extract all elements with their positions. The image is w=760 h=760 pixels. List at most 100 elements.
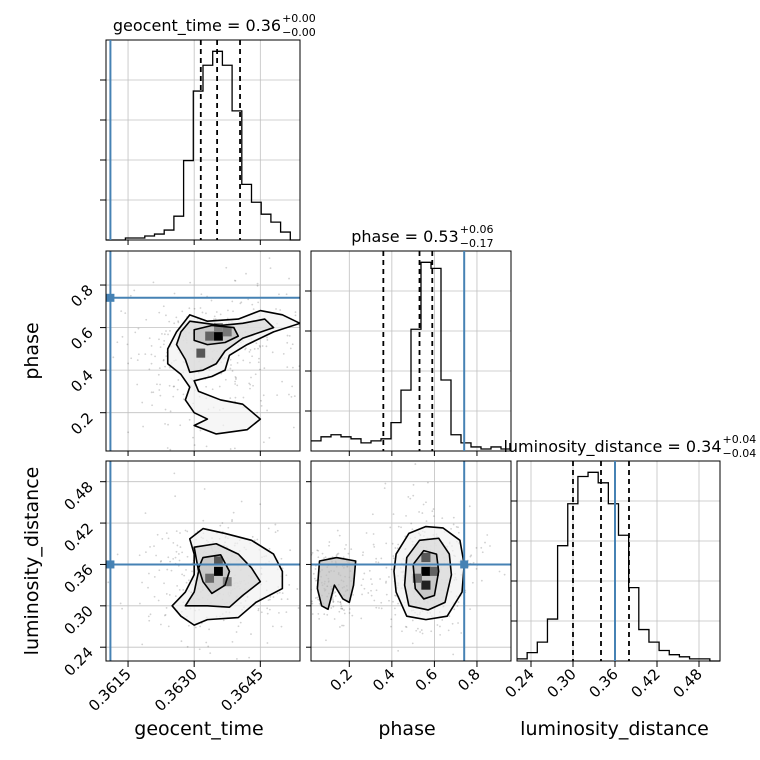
sample-point bbox=[318, 602, 321, 605]
sample-point bbox=[421, 512, 424, 514]
sample-point bbox=[447, 629, 450, 632]
sample-point bbox=[269, 598, 271, 601]
sample-point bbox=[198, 648, 201, 651]
sample-point bbox=[179, 546, 182, 548]
sample-point bbox=[259, 368, 261, 371]
sample-point bbox=[375, 589, 378, 592]
sample-point bbox=[317, 612, 320, 615]
sample-point bbox=[163, 614, 166, 617]
sample-point bbox=[469, 555, 472, 558]
sample-point bbox=[348, 608, 351, 610]
sample-point bbox=[419, 631, 421, 633]
sample-point bbox=[390, 618, 393, 621]
sample-point bbox=[316, 549, 319, 552]
density-cell bbox=[429, 566, 439, 576]
sample-point bbox=[274, 531, 277, 534]
sample-point bbox=[328, 544, 330, 547]
sample-point bbox=[266, 409, 269, 412]
sample-point bbox=[360, 617, 363, 620]
sample-point bbox=[141, 581, 143, 584]
sample-point bbox=[286, 598, 289, 601]
sample-point bbox=[185, 568, 187, 571]
sample-point bbox=[319, 416, 321, 418]
density-cell bbox=[214, 566, 223, 576]
sample-point bbox=[240, 500, 243, 503]
sample-point bbox=[129, 294, 132, 297]
sample-point bbox=[308, 614, 310, 616]
x-axis-label-luminosity_distance: luminosity_distance bbox=[520, 718, 709, 740]
sample-point bbox=[186, 530, 189, 533]
sample-point bbox=[481, 551, 484, 554]
sample-point bbox=[179, 532, 181, 534]
sample-point bbox=[311, 602, 314, 605]
sample-point bbox=[380, 557, 383, 560]
sample-point bbox=[24, 397, 26, 399]
sample-point bbox=[141, 643, 144, 646]
sample-point bbox=[334, 591, 336, 594]
sample-point bbox=[285, 574, 288, 577]
density-cell bbox=[421, 580, 431, 590]
sample-point bbox=[152, 281, 155, 284]
sample-point bbox=[210, 299, 213, 302]
hist-panel-phase: phase = 0.53 +0.06−0.17 bbox=[305, 223, 512, 452]
sample-point bbox=[165, 314, 167, 317]
density-content bbox=[106, 461, 300, 673]
sample-point bbox=[368, 569, 371, 572]
sample-point bbox=[201, 311, 204, 314]
sample-point bbox=[153, 545, 155, 548]
sample-point bbox=[286, 366, 289, 369]
sample-point bbox=[460, 632, 463, 634]
sample-point bbox=[340, 605, 343, 608]
histogram-geocent_time bbox=[106, 50, 300, 241]
sample-point bbox=[278, 591, 281, 594]
sample-point bbox=[305, 599, 307, 601]
x-tick-label: 0.24 bbox=[501, 665, 537, 701]
sample-point bbox=[339, 601, 342, 603]
sample-point bbox=[385, 542, 388, 545]
sample-point bbox=[231, 300, 234, 303]
sample-point bbox=[375, 561, 377, 563]
sample-point bbox=[392, 600, 394, 603]
sample-point bbox=[156, 671, 158, 673]
sample-point bbox=[343, 612, 346, 615]
sample-point bbox=[338, 610, 341, 613]
sample-point bbox=[200, 293, 203, 296]
sample-point bbox=[203, 488, 206, 490]
sample-point bbox=[130, 357, 133, 360]
sample-point bbox=[325, 259, 327, 261]
sample-point bbox=[175, 316, 178, 319]
sample-point bbox=[389, 526, 392, 529]
sample-point bbox=[457, 526, 459, 529]
sample-point bbox=[337, 552, 340, 555]
sample-point bbox=[167, 556, 170, 559]
sample-point bbox=[448, 615, 451, 618]
title-upper-error: +0.04 bbox=[723, 433, 757, 446]
sample-point bbox=[486, 534, 489, 536]
sample-point bbox=[362, 551, 365, 554]
sample-point bbox=[370, 594, 373, 597]
sample-point bbox=[164, 614, 167, 616]
sample-point bbox=[274, 523, 277, 526]
sample-point bbox=[394, 613, 397, 616]
sample-point bbox=[233, 279, 236, 282]
sample-point bbox=[226, 468, 228, 470]
sample-point bbox=[373, 599, 376, 602]
sample-point bbox=[245, 347, 247, 350]
sample-point bbox=[311, 613, 314, 615]
sample-point bbox=[150, 391, 153, 394]
sample-point bbox=[147, 586, 149, 589]
sample-point bbox=[163, 339, 166, 342]
sample-point bbox=[282, 352, 285, 355]
sample-point bbox=[339, 603, 342, 605]
sample-point bbox=[348, 612, 351, 614]
sample-point bbox=[294, 314, 297, 317]
sample-point bbox=[142, 425, 144, 428]
sample-point bbox=[367, 592, 370, 594]
x-tick-label: 0.2 bbox=[327, 665, 357, 695]
sample-point bbox=[377, 561, 380, 564]
sample-point bbox=[136, 359, 139, 362]
sample-point bbox=[306, 361, 308, 363]
sample-point bbox=[291, 385, 294, 388]
sample-point bbox=[151, 404, 154, 407]
sample-point bbox=[420, 629, 423, 631]
